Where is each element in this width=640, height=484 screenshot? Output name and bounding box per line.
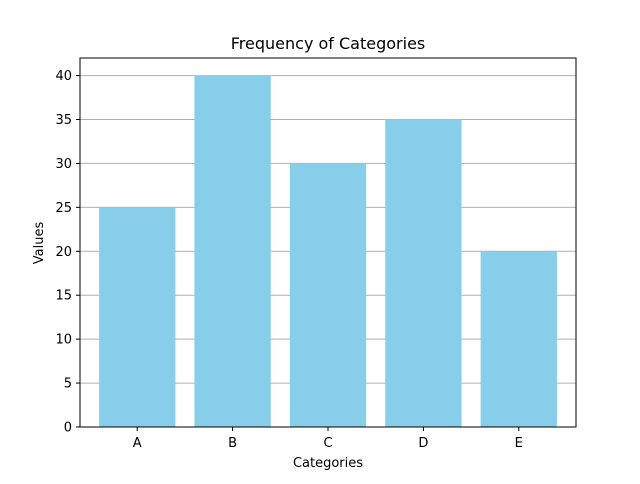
y-tick-label-25: 25 xyxy=(55,201,72,216)
x-tick-label-E: E xyxy=(515,436,523,451)
bar-B xyxy=(194,75,271,428)
x-tick-label-B: B xyxy=(228,436,237,451)
chart-title: Frequency of Categories xyxy=(231,34,426,53)
x-tick-label-A: A xyxy=(133,436,142,451)
bar-E xyxy=(480,251,557,427)
x-axis-label: Categories xyxy=(293,456,363,471)
y-tick-label-40: 40 xyxy=(55,69,72,84)
y-axis-ticks: 0 5 10 15 20 25 30 35 40 xyxy=(55,69,80,436)
x-axis-ticks: A B C D E xyxy=(133,427,523,451)
y-tick-label-35: 35 xyxy=(55,113,72,128)
y-tick-label-30: 30 xyxy=(55,157,72,172)
bar-C xyxy=(289,163,367,427)
y-tick-label-5: 5 xyxy=(64,377,72,392)
y-axis-label: Values xyxy=(32,222,47,265)
bars xyxy=(99,75,557,428)
y-tick-label-0: 0 xyxy=(64,421,72,436)
y-tick-label-20: 20 xyxy=(55,245,72,260)
bar-A xyxy=(99,207,176,427)
y-tick-label-15: 15 xyxy=(55,289,72,304)
x-tick-label-C: C xyxy=(323,436,332,451)
x-tick-label-D: D xyxy=(418,436,428,451)
y-tick-label-10: 10 xyxy=(55,333,72,348)
bar-D xyxy=(385,119,462,427)
